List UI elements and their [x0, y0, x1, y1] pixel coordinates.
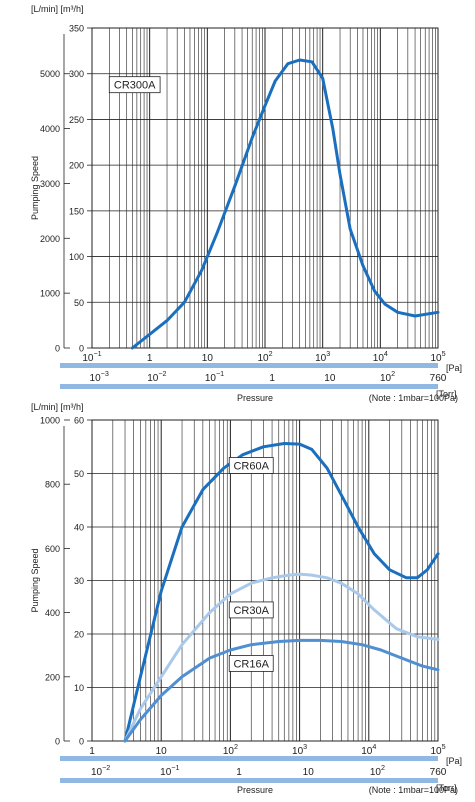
- x-tick-pa: 10: [156, 746, 168, 757]
- x-tick-torr: 102: [370, 763, 385, 778]
- x-tick-pa: 102: [257, 349, 272, 364]
- y-tick-m3h: 20: [74, 630, 84, 640]
- series-label-box: [228, 601, 274, 619]
- x-tick-pa: 1: [89, 746, 95, 757]
- series-label-cr300a: CR300A: [114, 80, 156, 92]
- x-tick-pa: 1: [147, 353, 153, 364]
- x-unit-pa: [Pa]: [446, 363, 462, 373]
- x-unit-pa: [Pa]: [446, 756, 462, 766]
- x-axis-title: Pressure: [237, 393, 273, 403]
- y-tick-lmin: 0: [55, 737, 60, 747]
- series-line-cr30a: [123, 572, 440, 743]
- x-tick-pa: 105: [430, 742, 445, 757]
- x-tick-pa: 105: [430, 349, 445, 364]
- y-tick-m3h: 200: [69, 161, 84, 171]
- y-tick-m3h: 30: [74, 576, 84, 586]
- x-unit-torr: [Torr]: [436, 783, 457, 793]
- x-tick-pa: 104: [361, 742, 376, 757]
- pa-scale-bar: [60, 756, 438, 761]
- x-tick-pa: 103: [292, 742, 307, 757]
- x-tick-torr: 102: [380, 369, 395, 384]
- y-tick-lmin: 1000: [40, 416, 60, 426]
- x-tick-torr: 10−1: [205, 369, 224, 384]
- y-tick-m3h: 250: [69, 115, 84, 125]
- y-tick-m3h: 150: [69, 206, 84, 216]
- series-label-cr16a: CR16A: [233, 658, 269, 670]
- pa-scale-bar: [60, 363, 438, 368]
- x-tick-torr: 1: [269, 373, 275, 384]
- units-label: [L/min] [m³/h]: [31, 4, 84, 14]
- y-tick-lmin: 400: [45, 608, 60, 618]
- series-label-cr60a: CR60A: [233, 460, 269, 472]
- x-tick-pa: 104: [373, 349, 388, 364]
- x-tick-torr: 10−2: [147, 369, 166, 384]
- y-axis-title: Pumping Speed: [30, 156, 40, 220]
- chart-1: 0 50 100 150 200 250 300 350 0 1000 2000 3000 4000 50…: [30, 4, 462, 403]
- x-tick-torr: 10−1: [160, 763, 179, 778]
- y-tick-lmin: 1000: [40, 289, 60, 299]
- y-tick-lmin: 600: [45, 544, 60, 554]
- series-label-box: [108, 76, 161, 94]
- y-tick-m3h: 50: [74, 469, 84, 479]
- y-tick-lmin: 4000: [40, 124, 60, 134]
- y-tick-lmin: 5000: [40, 69, 60, 79]
- x-tick-pa: 10−1: [82, 349, 101, 364]
- y-tick-m3h: 0: [79, 737, 84, 747]
- series-line-cr60a: [123, 442, 440, 743]
- x-tick-torr: 760: [430, 767, 447, 778]
- y-axis-title: Pumping Speed: [30, 548, 40, 612]
- y-tick-m3h: 10: [74, 683, 84, 693]
- series-label-cr30a: CR30A: [233, 605, 269, 617]
- x-tick-pa: 10: [202, 353, 214, 364]
- y-gridlines: [92, 73, 438, 303]
- x-tick-torr: 1: [236, 767, 242, 778]
- series-line-cr16a: [123, 638, 440, 743]
- x-unit-torr: [Torr]: [436, 389, 457, 399]
- y-tick-m3h: 50: [74, 298, 84, 308]
- y-tick-m3h: 300: [69, 69, 84, 79]
- y-tick-m3h: 60: [74, 416, 84, 426]
- units-label: [L/min] [m³/h]: [31, 402, 84, 412]
- x-tick-pa: 102: [223, 742, 238, 757]
- y-tick-lmin: 3000: [40, 179, 60, 189]
- torr-scale-bar: [60, 778, 438, 783]
- y-tick-m3h: 40: [74, 523, 84, 533]
- note-text: (Note : 1mbar=100Pa): [369, 785, 458, 795]
- x-tick-torr: 760: [430, 373, 447, 384]
- y-tick-lmin: 0: [55, 344, 60, 354]
- y-tick-lmin: 800: [45, 480, 60, 490]
- x-tick-torr: 10: [303, 767, 315, 778]
- y-tick-lmin: 200: [45, 672, 60, 682]
- y-tick-m3h: 100: [69, 252, 84, 262]
- x-axis-title: Pressure: [237, 785, 273, 795]
- x-gridlines: [109, 28, 436, 348]
- y-tick-m3h: 0: [79, 344, 84, 354]
- x-tick-torr: 10−3: [90, 369, 109, 384]
- x-tick-torr: 10: [324, 373, 336, 384]
- series-label-box: [228, 457, 274, 474]
- series-line-cr300a: [130, 58, 440, 350]
- torr-scale-bar: [60, 384, 438, 389]
- x-tick-pa: 103: [315, 349, 330, 364]
- series-label-box: [228, 655, 274, 672]
- note-text: (Note : 1mbar=100Pa): [369, 393, 458, 403]
- y-tick-m3h: 350: [69, 24, 84, 34]
- y-tick-lmin: 2000: [40, 234, 60, 244]
- x-tick-torr: 10−2: [91, 763, 110, 778]
